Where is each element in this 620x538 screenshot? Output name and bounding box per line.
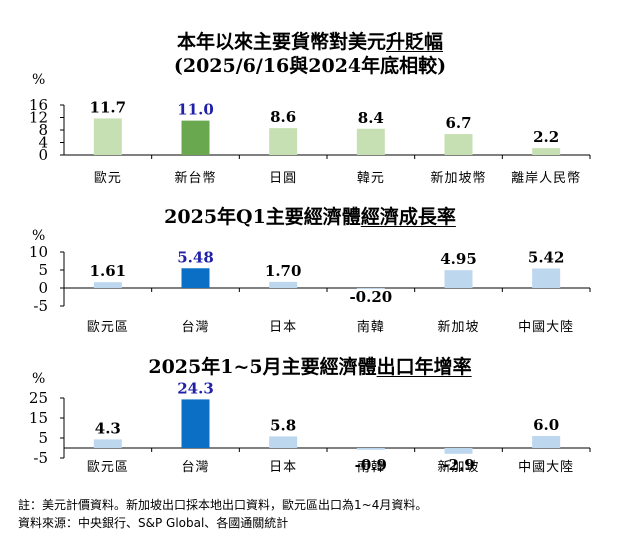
chart3-bar <box>269 436 298 448</box>
chart2-bar <box>181 268 210 288</box>
chart1-bar <box>181 120 210 155</box>
chart2-category-label: 台灣 <box>181 320 209 335</box>
chart1-subtitle: (2025/6/16與2024年底相較) <box>173 55 447 77</box>
chart3-category-label: 中國大陸 <box>518 459 574 475</box>
chart2-title-plain: 2025年Q1主要經濟體 <box>164 206 361 228</box>
chart2-data-label: 1.70 <box>265 262 302 280</box>
chart2-title-underlined: 經濟成長率 <box>360 206 456 228</box>
chart3-y-tick-label: 25 <box>29 389 48 407</box>
chart3-data-label: 6.0 <box>533 416 559 434</box>
chart3-category-label: 台灣 <box>181 460 209 475</box>
chart1-title-underlined: 升貶幅 <box>386 31 444 53</box>
chart1-data-label: 8.6 <box>270 108 296 126</box>
chart2-category-label: 歐元區 <box>87 320 129 335</box>
chart2-y-tick-label: -5 <box>33 297 48 315</box>
chart2-data-label: 1.61 <box>90 262 127 280</box>
chart3-y-tick-label: -5 <box>33 449 48 467</box>
chart2-y-tick-label: 10 <box>29 243 48 261</box>
chart2-bar <box>356 288 385 289</box>
chart1-bar <box>269 128 298 155</box>
chart3-bar <box>532 436 561 448</box>
chart2-category-label: 中國大陸 <box>518 319 574 335</box>
chart3-y-tick-label: 5 <box>38 429 48 447</box>
chart1-y-tick-label: 12 <box>29 109 48 127</box>
chart2-bar <box>269 281 298 288</box>
chart1-y-tick-label: 8 <box>38 121 48 139</box>
chart2-y-tick-label: 5 <box>38 261 48 279</box>
chart3-title-underlined: 出口年增率 <box>376 356 472 378</box>
chart2-category-label: 南韓 <box>357 319 385 335</box>
chart3-bar <box>444 448 473 454</box>
chart2-y-unit: % <box>32 228 45 244</box>
chart3-category-label: 歐元區 <box>87 460 129 475</box>
chart3-category-label: 南韓 <box>357 459 385 475</box>
chart2-data-label: 5.48 <box>177 248 214 266</box>
chart3-bar <box>93 439 122 448</box>
chart3-bar <box>356 448 385 450</box>
chart1-bar <box>356 128 385 155</box>
chart3-data-label: 24.3 <box>177 379 214 397</box>
chart1-category-label: 韓元 <box>357 171 385 186</box>
chart2-category-label: 日本 <box>269 320 297 335</box>
chart2-data-label: 5.42 <box>528 248 565 266</box>
chart1-title: 本年以來主要貨幣對美元升貶幅 <box>0 31 620 53</box>
chart1-category-label: 日圓 <box>269 171 297 186</box>
source-note: 資料來源：中央銀行、S&P Global、各國通關統計 <box>18 516 289 530</box>
chart2-bar <box>93 282 122 288</box>
chart1-data-label: 11.0 <box>177 101 214 119</box>
chart1-category-label: 新台幣 <box>174 170 216 186</box>
chart3-category-label: 日本 <box>269 460 297 475</box>
chart3-data-label: -2.9 <box>442 456 474 474</box>
chart3-data-label: 5.8 <box>270 416 296 434</box>
chart1-y-tick-label: 16 <box>29 96 48 114</box>
chart1-bar <box>532 148 561 155</box>
chart2-category-label: 新加坡 <box>437 319 479 335</box>
chart1-bar <box>93 118 122 155</box>
chart2-title: 2025年Q1主要經濟體經濟成長率 <box>0 206 620 228</box>
chart1-bar <box>444 134 473 155</box>
chart3-y-unit: % <box>32 371 45 387</box>
chart1-title-plain: 本年以來主要貨幣對美元 <box>176 31 386 53</box>
chart1-y-tick-label: 0 <box>38 146 48 164</box>
chart2-bar <box>444 270 473 288</box>
chart3-title-plain: 2025年1~5月主要經濟體 <box>148 356 377 378</box>
chart3-category-label: 新加坡 <box>437 459 479 475</box>
chart3-data-label: 4.3 <box>95 419 121 437</box>
chart1-category-label: 離岸人民幣 <box>511 171 581 186</box>
chart2-y-tick-label: 0 <box>38 279 48 297</box>
chart2-data-label: -0.20 <box>349 288 392 306</box>
chart2-bar <box>532 268 561 288</box>
chart1-data-label: 11.7 <box>90 98 127 116</box>
chart2-data-label: 4.95 <box>440 250 477 268</box>
chart3-bar <box>181 399 210 448</box>
chart1-data-label: 6.7 <box>445 114 471 132</box>
chart1-y-tick-label: 4 <box>38 134 48 152</box>
chart1-data-label: 8.4 <box>358 109 384 127</box>
chart1-category-label: 歐元 <box>94 171 122 186</box>
chart1-category-label: 新加坡幣 <box>430 170 486 186</box>
chart1-y-unit: % <box>32 72 45 88</box>
chart3-data-label: -0.9 <box>355 456 387 474</box>
chart1-data-label: 2.2 <box>533 128 559 146</box>
chart3-title: 2025年1~5月主要經濟體出口年增率 <box>0 356 620 378</box>
chart3-y-tick-label: 15 <box>29 409 48 427</box>
footnote: 註：美元計價資料。新加坡出口採本地出口資料，歐元區出口為1~4月資料。 <box>18 498 428 512</box>
